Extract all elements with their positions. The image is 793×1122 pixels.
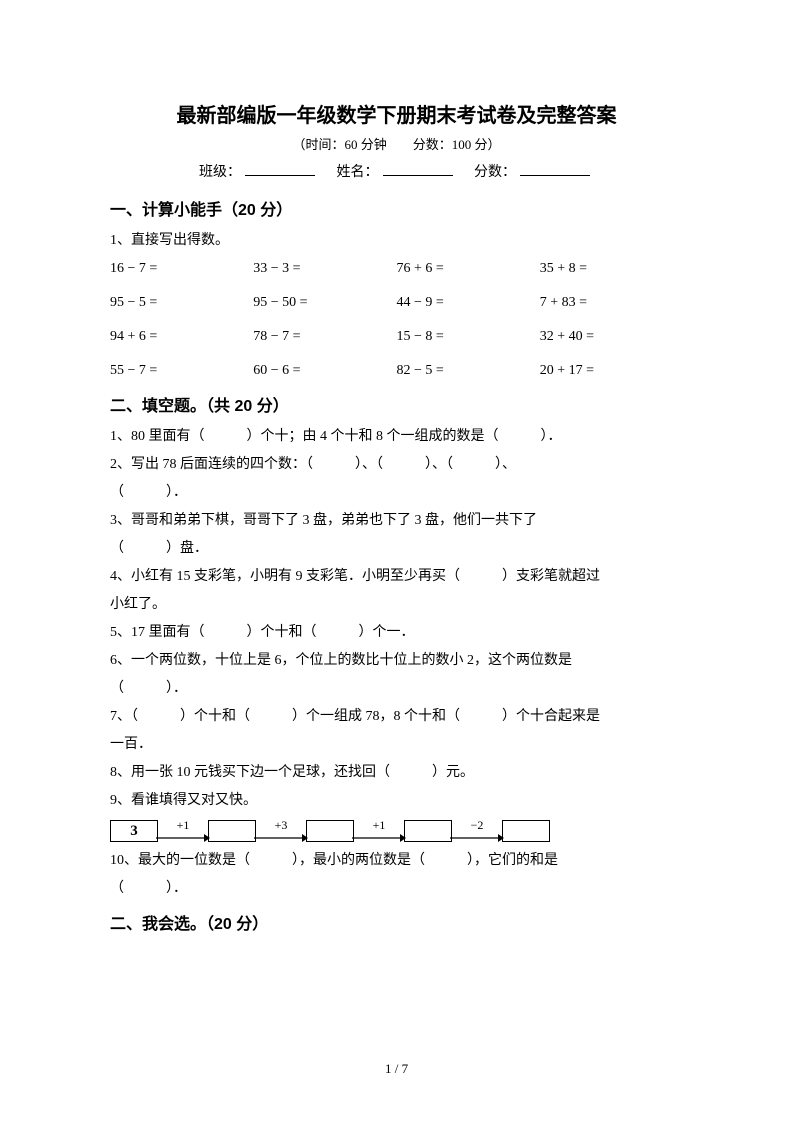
flow-box	[502, 820, 550, 842]
equation-grid: 16 − 7 = 33 − 3 = 76 + 6 = 35 + 8 = 95 −…	[110, 255, 683, 385]
page-number: 1 / 7	[0, 1056, 793, 1082]
eq: 94 + 6 =	[110, 323, 253, 351]
flow-op-1: +1	[177, 819, 190, 831]
s2-q6b: （ ）．	[110, 675, 683, 703]
eq: 82 − 5 =	[397, 357, 540, 385]
s2-q2a: 2、写出 78 后面连续的四个数：（ ）、（ ）、（ ）、	[110, 451, 683, 479]
s2-q4b: 小红了。	[110, 591, 683, 619]
page-title: 最新部编版一年级数学下册期末考试卷及完整答案	[110, 100, 683, 132]
arrow-icon	[254, 833, 308, 843]
eq: 78 − 7 =	[253, 323, 396, 351]
flow-arrow-3: +1	[352, 819, 406, 843]
flow-box	[306, 820, 354, 842]
eq: 35 + 8 =	[540, 255, 683, 283]
flow-op-3: +1	[373, 819, 386, 831]
s2-q2b: （ ）．	[110, 479, 683, 507]
eq: 44 − 9 =	[397, 289, 540, 317]
s2-q9: 9、看谁填得又对又快。	[110, 787, 683, 815]
section-3-heading: 二、我会选。（20 分）	[110, 909, 683, 941]
eq: 55 − 7 =	[110, 357, 253, 385]
s2-q10a: 10、最大的一位数是（ ），最小的两位数是（ ），它们的和是	[110, 847, 683, 875]
eq: 33 − 3 =	[253, 255, 396, 283]
eq: 32 + 40 =	[540, 323, 683, 351]
arrow-icon	[352, 833, 406, 843]
name-field[interactable]	[383, 162, 453, 176]
arrow-icon	[156, 833, 210, 843]
section-2-heading: 二、填空题。（共 20 分）	[110, 391, 683, 423]
flow-diagram: 3 +1 +3 +1 −2	[110, 819, 683, 843]
score-field[interactable]	[520, 162, 590, 176]
eq: 95 − 50 =	[253, 289, 396, 317]
class-field[interactable]	[245, 162, 315, 176]
flow-arrow-1: +1	[156, 819, 210, 843]
s2-q5: 5、17 里面有（ ）个十和（ ）个一．	[110, 619, 683, 647]
s2-q6a: 6、一个两位数，十位上是 6，个位上的数比十位上的数小 2，这个两位数是	[110, 647, 683, 675]
arrow-icon	[450, 833, 504, 843]
exam-meta: （时间：60 分钟 分数：100 分）	[110, 132, 683, 158]
eq: 95 − 5 =	[110, 289, 253, 317]
eq: 15 − 8 =	[397, 323, 540, 351]
flow-arrow-2: +3	[254, 819, 308, 843]
eq: 20 + 17 =	[540, 357, 683, 385]
s2-q4a: 4、小红有 15 支彩笔，小明有 9 支彩笔．小明至少再买（ ）支彩笔就超过	[110, 563, 683, 591]
q1-label: 1、直接写出得数。	[110, 227, 683, 255]
page-sep: /	[391, 1061, 401, 1076]
page-total: 7	[402, 1061, 409, 1076]
flow-box	[208, 820, 256, 842]
class-label: 班级：	[199, 165, 241, 180]
s2-q7b: 一百．	[110, 731, 683, 759]
s2-q10b: （ ）．	[110, 875, 683, 903]
eq: 16 − 7 =	[110, 255, 253, 283]
flow-op-2: +3	[275, 819, 288, 831]
s2-q3b: （ ）盘．	[110, 535, 683, 563]
student-info-row: 班级： 姓名： 分数：	[110, 158, 683, 189]
s2-q8: 8、用一张 10 元钱买下边一个足球，还找回（ ）元。	[110, 759, 683, 787]
eq: 60 − 6 =	[253, 357, 396, 385]
score-label: 分数：	[474, 165, 516, 180]
flow-op-4: −2	[471, 819, 484, 831]
section-1-heading: 一、计算小能手（20 分）	[110, 195, 683, 227]
flow-box	[404, 820, 452, 842]
s2-q3a: 3、哥哥和弟弟下棋，哥哥下了 3 盘，弟弟也下了 3 盘，他们一共下了	[110, 507, 683, 535]
flow-arrow-4: −2	[450, 819, 504, 843]
s2-q1: 1、80 里面有（ ）个十；由 4 个十和 8 个一组成的数是（ ）．	[110, 423, 683, 451]
eq: 7 + 83 =	[540, 289, 683, 317]
s2-q7a: 7、（ ）个十和（ ）个一组成 78，8 个十和（ ）个十合起来是	[110, 703, 683, 731]
name-label: 姓名：	[337, 165, 379, 180]
flow-start-box: 3	[110, 820, 158, 842]
eq: 76 + 6 =	[397, 255, 540, 283]
